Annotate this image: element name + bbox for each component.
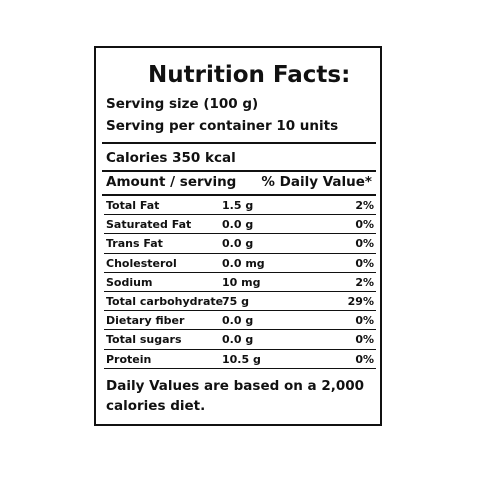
nutrient-name: Total sugars — [106, 333, 182, 347]
nutrient-dv: 2% — [355, 275, 374, 289]
nutrient-amount: 10.5 g — [222, 352, 261, 366]
nutrient-amount: 10 mg — [222, 275, 261, 289]
nutrient-table: Total Fat 1.5 g 2% Saturated Fat 0.0 g 0% Tr… — [104, 196, 376, 369]
serving-size: Serving size (100 g) — [106, 96, 259, 112]
nutrient-amount: 0.0 g — [222, 333, 254, 347]
nutrient-name: Total Fat — [106, 199, 160, 212]
servings-per-container: Serving per container 10 units — [106, 118, 339, 134]
nutrient-row: Sodium 10 mg 2% — [104, 273, 376, 292]
daily-value-header: % Daily Value* — [261, 174, 372, 190]
nutrient-amount: 0.0 mg — [222, 256, 265, 270]
divider — [102, 142, 376, 144]
nutrient-amount: 0.0 g — [222, 314, 254, 328]
nutrient-name: Sodium — [106, 275, 153, 289]
nutrient-name: Saturated Fat — [106, 218, 192, 232]
nutrient-row: Saturated Fat 0.0 g 0% — [104, 215, 376, 235]
nutrient-row: Dietary fiber 0.0 g 0% — [104, 311, 376, 331]
label-title: Nutrition Facts: — [148, 62, 351, 88]
nutrient-dv: 0% — [355, 352, 374, 366]
nutrient-row: Total carbohydrate 75 g 29% — [104, 292, 376, 312]
divider-thick — [102, 194, 376, 196]
nutrient-amount: 0.0 g — [222, 218, 254, 232]
nutrient-amount: 0.0 g — [222, 237, 254, 251]
nutrient-dv: 0% — [355, 237, 374, 251]
nutrient-dv: 0% — [355, 218, 374, 232]
nutrient-row: Total sugars 0.0 g 0% — [104, 330, 376, 350]
nutrient-dv: 0% — [355, 314, 374, 328]
nutrient-row: Protein 10.5 g 0% — [104, 350, 376, 369]
calories: Calories 350 kcal — [106, 150, 236, 166]
divider — [102, 170, 376, 172]
nutrient-dv: 2% — [355, 199, 374, 212]
nutrient-dv: 29% — [347, 294, 374, 308]
nutrient-name: Total carbohydrate — [106, 294, 224, 308]
nutrient-name: Protein — [106, 352, 152, 366]
daily-values-footnote: Daily Values are based on a 2,000 calori… — [106, 378, 365, 414]
nutrient-name: Dietary fiber — [106, 314, 185, 328]
nutrient-dv: 0% — [355, 256, 374, 270]
nutrient-row: Total Fat 1.5 g 2% — [104, 196, 376, 216]
nutrient-amount: 1.5 g — [222, 199, 254, 212]
nutrient-row: Cholesterol 0.0 mg 0% — [104, 254, 376, 273]
nutrient-name: Trans Fat — [106, 237, 163, 251]
nutrient-name: Cholesterol — [106, 256, 177, 270]
nutrition-label: Nutrition Facts: Serving size (100 g) Se… — [94, 46, 382, 426]
nutrient-dv: 0% — [355, 333, 374, 347]
nutrient-row: Trans Fat 0.0 g 0% — [104, 234, 376, 254]
nutrient-amount: 75 g — [222, 294, 250, 308]
amount-header: Amount / serving — [106, 174, 237, 190]
